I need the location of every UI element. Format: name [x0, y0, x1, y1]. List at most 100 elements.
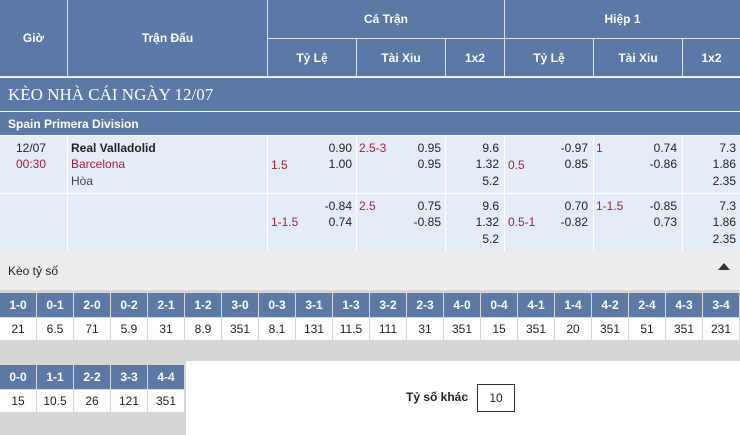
score-odds[interactable]: 231: [703, 318, 739, 340]
header-time: Giờ: [0, 0, 68, 77]
score-odds[interactable]: 351: [518, 318, 554, 340]
score-label: 1-2: [185, 293, 221, 317]
collapse-triangle-icon[interactable]: [718, 263, 730, 270]
correct-score-header[interactable]: Kèo tỷ số: [0, 252, 740, 290]
ft-handicap-line: 1-1.5: [271, 215, 299, 229]
score-odds[interactable]: 5.9: [111, 318, 147, 340]
league-name[interactable]: Spain Primera Division: [0, 112, 740, 135]
score-odds[interactable]: 31: [148, 318, 184, 340]
ft-handicap-home-odds[interactable]: -0.84: [324, 199, 352, 213]
ft-handicap-away-odds[interactable]: 1.00: [328, 157, 352, 171]
score-label: 1-3: [333, 293, 369, 317]
ft-1x2-draw[interactable]: 5.2: [482, 232, 499, 246]
h1-1x2-away[interactable]: 1.86: [712, 157, 736, 171]
header-h1-1x2: 1x2: [683, 39, 740, 77]
score-label: 3-1: [296, 293, 332, 317]
score-odds[interactable]: 351: [148, 390, 184, 412]
ft-under-odds[interactable]: 0.95: [417, 157, 441, 171]
score-odds[interactable]: 351: [666, 318, 702, 340]
score-label: 2-3: [407, 293, 443, 317]
ft-1x2-away[interactable]: 1.32: [475, 157, 499, 171]
page-title: KÈO NHÀ CÁI NGÀY 12/07: [0, 78, 740, 111]
score-odds[interactable]: 20: [555, 318, 591, 340]
score-label: 1-1: [37, 365, 73, 389]
score-odds[interactable]: 351: [592, 318, 628, 340]
h1-under-odds[interactable]: -0.86: [649, 157, 677, 171]
header-h1-over-under: Tài Xiu: [594, 39, 683, 77]
score-label: 0-1: [37, 293, 73, 317]
score-odds[interactable]: 11.5: [333, 318, 369, 340]
ft-1x2-draw[interactable]: 5.2: [482, 174, 499, 188]
header-ft-over-under: Tài Xiu: [357, 39, 446, 77]
away-team[interactable]: Barcelona: [71, 157, 126, 171]
score-odds[interactable]: 51: [629, 318, 665, 340]
h1-under-odds[interactable]: 0.73: [653, 215, 677, 229]
ft-handicap-home-odds[interactable]: 0.90: [328, 141, 352, 155]
score-label: 4-0: [444, 293, 480, 317]
h1-handicap-home-odds[interactable]: -0.97: [560, 141, 588, 155]
h1-over-under-line: 1-1.5: [596, 199, 624, 213]
h1-1x2-draw[interactable]: 2.35: [712, 232, 736, 246]
score-odds[interactable]: 8.9: [185, 318, 221, 340]
h1-1x2-away[interactable]: 1.86: [712, 215, 736, 229]
ft-1x2-home[interactable]: 9.6: [482, 199, 499, 213]
score-odds[interactable]: 121: [111, 390, 147, 412]
score-odds[interactable]: 15: [0, 390, 36, 412]
ft-handicap-away-odds[interactable]: 0.74: [328, 215, 352, 229]
other-score-area: [186, 361, 740, 435]
score-label: 2-2: [74, 365, 110, 389]
h1-handicap-away-odds[interactable]: 0.85: [564, 157, 588, 171]
h1-1x2-home[interactable]: 7.3: [719, 141, 736, 155]
home-team[interactable]: Real Valladolid: [71, 141, 156, 155]
h1-over-odds[interactable]: 0.74: [653, 141, 677, 155]
ft-over-under-line: 2.5-3: [359, 141, 387, 155]
h1-handicap-home-odds[interactable]: 0.70: [564, 199, 588, 213]
score-label: 0-3: [259, 293, 295, 317]
score-odds[interactable]: 31: [407, 318, 443, 340]
h1-handicap-line: 0.5-1: [508, 215, 536, 229]
score-odds[interactable]: 131: [296, 318, 332, 340]
score-odds[interactable]: 351: [222, 318, 258, 340]
ft-over-odds[interactable]: 0.75: [417, 199, 441, 213]
score-label: 1-4: [555, 293, 591, 317]
score-label: 4-4: [148, 365, 184, 389]
score-label: 0-2: [111, 293, 147, 317]
ft-under-odds[interactable]: -0.85: [413, 215, 441, 229]
score-label: 2-4: [629, 293, 665, 317]
score-label: 0-4: [481, 293, 517, 317]
ft-1x2-away[interactable]: 1.32: [475, 215, 499, 229]
ft-over-odds[interactable]: 0.95: [417, 141, 441, 155]
ft-1x2-home[interactable]: 9.6: [482, 141, 499, 155]
match-date: 12/07: [16, 141, 47, 155]
score-label: 2-0: [74, 293, 110, 317]
score-label: 4-2: [592, 293, 628, 317]
score-odds[interactable]: 10.5: [37, 390, 73, 412]
score-label: 3-3: [111, 365, 147, 389]
header-h1-handicap: Tỷ Lệ: [505, 39, 594, 77]
score-label: 3-0: [222, 293, 258, 317]
score-odds[interactable]: 26: [74, 390, 110, 412]
h1-1x2-home[interactable]: 7.3: [719, 199, 736, 213]
header-full-time: Cá Trận: [268, 0, 505, 39]
header-first-half: Hiệp 1: [505, 0, 740, 39]
header-ft-1x2: 1x2: [446, 39, 505, 77]
h1-over-odds[interactable]: -0.85: [649, 199, 677, 213]
score-label: 3-2: [370, 293, 406, 317]
score-odds[interactable]: 8.1: [259, 318, 295, 340]
score-odds[interactable]: 71: [74, 318, 110, 340]
score-label: 3-4: [703, 293, 739, 317]
draw-label: Hòa: [71, 174, 94, 188]
ft-handicap-line: 1.5: [271, 158, 288, 172]
odds-table-header: Giờ Trận Đấu Cá Trận Hiệp 1 Tỷ Lệ Tài Xi…: [0, 0, 740, 77]
score-odds[interactable]: 351: [444, 318, 480, 340]
header-ft-handicap: Tỷ Lệ: [268, 39, 357, 77]
h1-1x2-draw[interactable]: 2.35: [712, 174, 736, 188]
score-odds[interactable]: 6.5: [37, 318, 73, 340]
header-match: Trận Đấu: [68, 0, 268, 77]
score-label: 4-1: [518, 293, 554, 317]
h1-handicap-away-odds[interactable]: -0.82: [560, 215, 588, 229]
score-odds[interactable]: 111: [370, 318, 406, 340]
other-score-odds[interactable]: 10: [477, 384, 515, 412]
score-odds[interactable]: 15: [481, 318, 517, 340]
score-odds[interactable]: 21: [0, 318, 36, 340]
